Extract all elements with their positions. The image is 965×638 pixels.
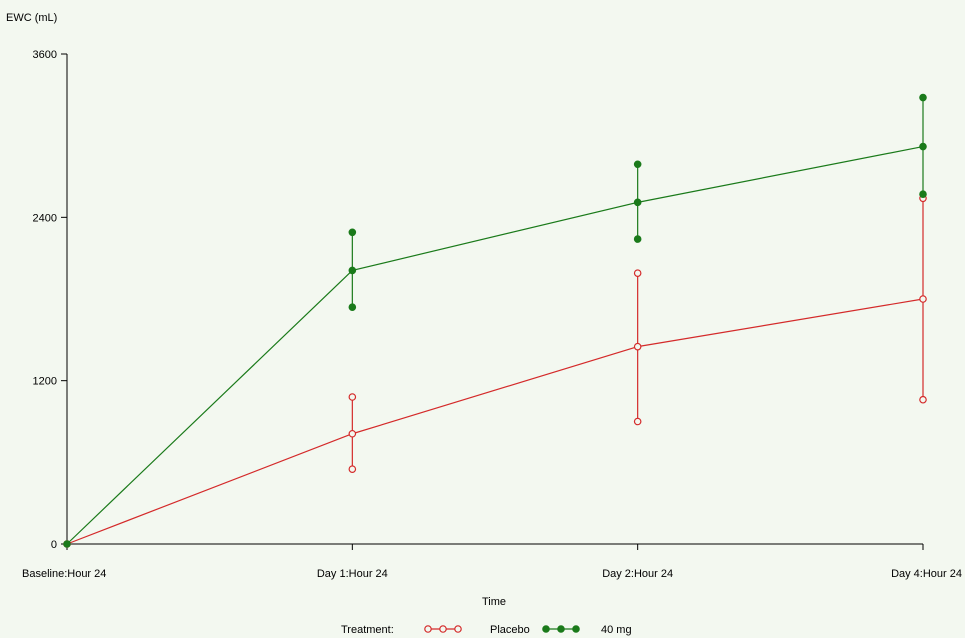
error-bar-upper-point (348, 393, 357, 401)
y-tick-label: 3600 (33, 49, 57, 61)
error-bar-lower-point (919, 190, 927, 198)
error-bar-lower-point (919, 395, 927, 404)
data-point (348, 266, 357, 275)
x-tick-label: Day 4:Hour 24 (891, 568, 962, 580)
legend-swatch-marker (572, 625, 580, 633)
data-point (633, 198, 642, 207)
x-axis-title: Time (482, 596, 506, 608)
series-line (66, 145, 924, 545)
legend-label: Placebo (490, 624, 530, 636)
data-point (63, 540, 71, 548)
x-axis: Baseline:Hour 24 Day 1:Hour 24 Day 2:Hour … (22, 543, 962, 580)
error-bar-upper-point (919, 93, 927, 102)
legend-swatch-marker (557, 625, 565, 633)
legend-swatch-marker (454, 625, 462, 633)
data-point (348, 429, 357, 438)
error-bar-upper-point (633, 160, 642, 169)
series-placebo (63, 194, 927, 548)
y-tick-label: 2400 (33, 212, 57, 224)
error-bar-lower-point (633, 235, 642, 243)
y-axis-title: EWC (mL) (6, 12, 57, 24)
error-bar-lower-point (348, 465, 357, 473)
x-tick-label: Day 1:Hour 24 (317, 568, 388, 580)
error-bar-lower-point (348, 303, 357, 311)
legend-title: Treatment: (341, 624, 394, 636)
error-bar-lower-point (633, 417, 642, 426)
legend: Treatment: Placebo 40 mg (341, 624, 632, 636)
x-tick-label: Day 2:Hour 24 (602, 568, 673, 580)
data-point (919, 142, 927, 151)
legend-swatch-marker (542, 625, 550, 633)
error-bar-upper-point (348, 228, 357, 237)
x-tick-label: Baseline:Hour 24 (22, 568, 106, 580)
legend-label: 40 mg (601, 624, 632, 636)
series-layer (63, 93, 927, 548)
data-point (919, 295, 927, 303)
legend-swatch-marker (424, 625, 432, 633)
y-tick-label: 0 (51, 539, 57, 551)
error-bar-upper-point (633, 269, 642, 277)
legend-swatch-marker (439, 625, 447, 633)
y-tick-label: 1200 (33, 376, 57, 388)
y-axis: 0 1200 2400 3600 (33, 49, 68, 551)
data-point (633, 342, 642, 351)
series-line (66, 298, 924, 545)
series-40-mg (63, 93, 927, 548)
